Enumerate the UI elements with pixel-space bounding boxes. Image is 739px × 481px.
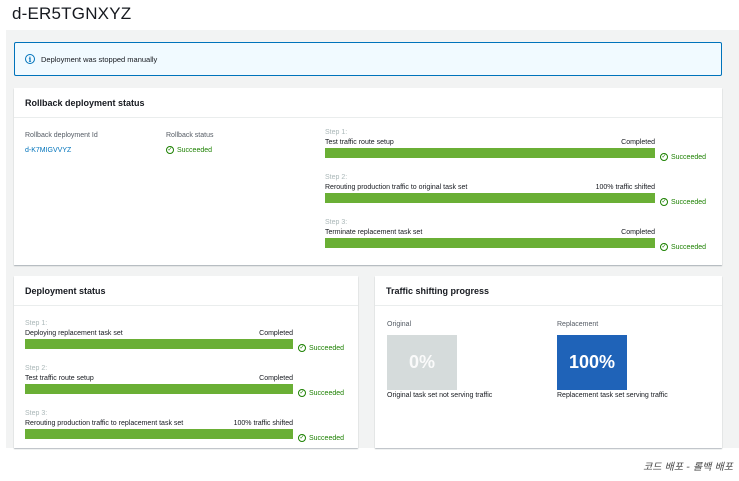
step-name: Test traffic route setup bbox=[25, 375, 94, 382]
step-status: ✓ Succeeded bbox=[660, 153, 706, 161]
rollback-id-link[interactable]: d-K7MIGVVYZ bbox=[25, 147, 72, 154]
deployment-step: Step 3: Terminate replacement task set Com… bbox=[325, 219, 655, 248]
step-status-text: Succeeded bbox=[309, 344, 345, 352]
original-label: Original bbox=[387, 321, 412, 328]
step-row: Test traffic route setup Completed bbox=[25, 375, 293, 382]
info-alert: i Deployment was stopped manually bbox=[14, 42, 722, 76]
deployment-step: Step 2: Rerouting production traffic to o… bbox=[325, 174, 655, 203]
step-progress-bar bbox=[325, 238, 655, 248]
step-status-text: Succeeded bbox=[671, 153, 707, 161]
step-status: ✓ Succeeded bbox=[298, 389, 344, 397]
replacement-label: Replacement bbox=[557, 321, 599, 328]
check-circle-icon: ✓ bbox=[660, 243, 668, 251]
step-name: Rerouting production traffic to original… bbox=[325, 184, 468, 191]
rollback-status-label: Rollback status bbox=[166, 132, 214, 139]
step-number: Step 3: bbox=[325, 219, 348, 226]
deployment-step: Step 2: Test traffic route setup Completed bbox=[25, 365, 293, 394]
step-row: Rerouting production traffic to replacem… bbox=[25, 420, 293, 427]
deployment-status-panel: Deployment status Step 1: Deploying repla… bbox=[14, 276, 358, 448]
step-row: Deploying replacement task set Completed bbox=[25, 330, 293, 337]
check-circle-icon: ✓ bbox=[166, 146, 174, 154]
step-status: ✓ Succeeded bbox=[298, 434, 344, 442]
step-status-text: Succeeded bbox=[309, 434, 345, 442]
step-result: 100% traffic shifted bbox=[233, 420, 293, 427]
rollback-status-value: ✓ Succeeded bbox=[166, 146, 212, 154]
figure-caption: 코드 배포 - 롤백 배포 bbox=[643, 462, 733, 473]
step-progress-bar bbox=[25, 339, 293, 349]
rollback-status-panel: Rollback deployment status Rollback depl… bbox=[14, 88, 722, 265]
step-result: Completed bbox=[621, 229, 655, 236]
step-progress-bar bbox=[325, 193, 655, 203]
replacement-caption: Replacement task set serving traffic bbox=[557, 392, 668, 399]
step-status: ✓ Succeeded bbox=[660, 243, 706, 251]
step-row: Rerouting production traffic to original… bbox=[325, 184, 655, 191]
step-status-text: Succeeded bbox=[671, 198, 707, 206]
original-caption: Original task set not serving traffic bbox=[387, 392, 493, 399]
deployment-step: Step 3: Rerouting production traffic to r… bbox=[25, 410, 293, 439]
step-row: Terminate replacement task set Completed bbox=[325, 229, 655, 236]
info-icon: i bbox=[25, 54, 35, 64]
page-title: d-ER5TGNXYZ bbox=[12, 4, 132, 23]
step-number: Step 2: bbox=[325, 174, 348, 181]
step-number: Step 3: bbox=[25, 410, 48, 417]
replacement-percent-tile: 100% bbox=[557, 335, 627, 390]
step-number: Step 1: bbox=[325, 129, 348, 136]
step-progress-bar bbox=[25, 384, 293, 394]
traffic-shifting-panel: Traffic shifting progress Original 0% Or… bbox=[375, 276, 722, 448]
check-circle-icon: ✓ bbox=[298, 434, 306, 442]
rollback-panel-header: Rollback deployment status bbox=[14, 88, 722, 118]
rollback-id-label: Rollback deployment Id bbox=[25, 132, 98, 139]
check-circle-icon: ✓ bbox=[298, 389, 306, 397]
step-name: Deploying replacement task set bbox=[25, 330, 123, 337]
step-name: Test traffic route setup bbox=[325, 139, 394, 146]
step-row: Test traffic route setup Completed bbox=[325, 139, 655, 146]
original-percent-tile: 0% bbox=[387, 335, 457, 390]
deployment-step: Step 1: Test traffic route setup Completed bbox=[325, 129, 655, 158]
traffic-panel-header: Traffic shifting progress bbox=[375, 276, 722, 306]
check-circle-icon: ✓ bbox=[298, 344, 306, 352]
step-progress-bar bbox=[25, 429, 293, 439]
alert-text: Deployment was stopped manually bbox=[41, 54, 158, 64]
deployment-panel-header: Deployment status bbox=[14, 276, 358, 306]
step-number: Step 1: bbox=[25, 320, 48, 327]
step-status-text: Succeeded bbox=[671, 243, 707, 251]
step-number: Step 2: bbox=[25, 365, 48, 372]
step-result: Completed bbox=[259, 330, 293, 337]
step-progress-bar bbox=[325, 148, 655, 158]
step-result: Completed bbox=[259, 375, 293, 382]
check-circle-icon: ✓ bbox=[660, 153, 668, 161]
step-status: ✓ Succeeded bbox=[660, 198, 706, 206]
step-result: Completed bbox=[621, 139, 655, 146]
step-name: Terminate replacement task set bbox=[325, 229, 423, 236]
step-status: ✓ Succeeded bbox=[298, 344, 344, 352]
step-result: 100% traffic shifted bbox=[595, 184, 655, 191]
deployment-step: Step 1: Deploying replacement task set Com… bbox=[25, 320, 293, 349]
step-name: Rerouting production traffic to replacem… bbox=[25, 420, 184, 427]
step-status-text: Succeeded bbox=[309, 389, 345, 397]
check-circle-icon: ✓ bbox=[660, 198, 668, 206]
rollback-status-text: Succeeded bbox=[177, 146, 213, 154]
